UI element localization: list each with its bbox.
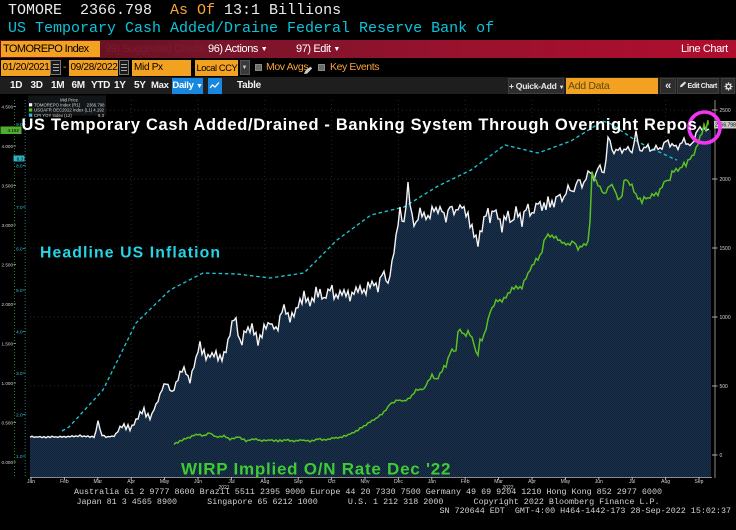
svg-text:US Temporary Cash Added/Draine: US Temporary Cash Added/Drained - Bankin… bbox=[22, 116, 698, 134]
svg-text:2366.798: 2366.798 bbox=[87, 103, 106, 108]
svg-text:5.0: 5.0 bbox=[16, 288, 23, 293]
svg-text:3.500: 3.500 bbox=[2, 183, 14, 188]
svg-text:Aug: Aug bbox=[661, 479, 670, 485]
svg-text:4.192: 4.192 bbox=[8, 128, 20, 133]
svg-text:8.0: 8.0 bbox=[16, 163, 23, 168]
svg-text:May: May bbox=[160, 479, 170, 485]
svg-text:2.0: 2.0 bbox=[16, 412, 23, 417]
svg-text:Headline US Inflation: Headline US Inflation bbox=[40, 245, 221, 262]
svg-text:Jun: Jun bbox=[194, 479, 202, 485]
svg-text:2022: 2022 bbox=[502, 485, 513, 491]
svg-text:0.000: 0.000 bbox=[2, 460, 14, 465]
svg-text:500: 500 bbox=[720, 384, 729, 390]
svg-text:May: May bbox=[561, 479, 571, 485]
svg-text:3.000: 3.000 bbox=[2, 223, 14, 228]
svg-text:Apr: Apr bbox=[528, 479, 536, 485]
svg-text:WIRP Implied O/N Rate Dec '22: WIRP Implied O/N Rate Dec '22 bbox=[181, 460, 451, 479]
svg-text:Jul: Jul bbox=[228, 479, 234, 485]
svg-text:0.500: 0.500 bbox=[2, 420, 14, 425]
svg-text:9.0: 9.0 bbox=[16, 122, 23, 127]
svg-text:2366.798: 2366.798 bbox=[715, 123, 736, 129]
svg-text:Feb: Feb bbox=[461, 479, 470, 485]
svg-text:2000: 2000 bbox=[720, 177, 731, 183]
svg-text:Aug: Aug bbox=[260, 479, 269, 485]
svg-text:1.0: 1.0 bbox=[16, 454, 23, 459]
svg-text:3.0: 3.0 bbox=[16, 371, 23, 376]
svg-text:USOAFR DEC2022 Index (L1): USOAFR DEC2022 Index (L1) bbox=[34, 108, 93, 113]
svg-text:1.000: 1.000 bbox=[2, 381, 14, 386]
svg-text:1500: 1500 bbox=[720, 246, 731, 252]
svg-text:2.000: 2.000 bbox=[2, 302, 14, 307]
svg-text:4.000: 4.000 bbox=[2, 144, 14, 149]
svg-text:2.500: 2.500 bbox=[2, 262, 14, 267]
svg-text:Mar: Mar bbox=[494, 479, 503, 485]
svg-text:Oct: Oct bbox=[328, 479, 336, 485]
svg-text:Sep: Sep bbox=[294, 479, 303, 485]
svg-text:Mar: Mar bbox=[93, 479, 102, 485]
svg-text:2500: 2500 bbox=[720, 108, 731, 114]
svg-text:Jan: Jan bbox=[27, 479, 35, 485]
svg-text:TOMOREPO Index (R1): TOMOREPO Index (R1) bbox=[34, 103, 81, 108]
svg-text:6.0: 6.0 bbox=[16, 246, 23, 251]
svg-text:8.3: 8.3 bbox=[98, 113, 105, 118]
svg-text:4.0: 4.0 bbox=[16, 329, 23, 334]
svg-text:1000: 1000 bbox=[720, 315, 731, 321]
svg-text:CPI YOY Index (L2): CPI YOY Index (L2) bbox=[34, 113, 72, 118]
svg-text:Nov: Nov bbox=[361, 479, 370, 485]
svg-text:Apr: Apr bbox=[127, 479, 135, 485]
svg-text:Sep: Sep bbox=[695, 479, 704, 485]
svg-text:4.192: 4.192 bbox=[93, 108, 104, 113]
svg-text:2021: 2021 bbox=[218, 485, 229, 491]
svg-text:Jan: Jan bbox=[428, 479, 436, 485]
svg-text:4.500: 4.500 bbox=[2, 104, 14, 109]
svg-text:7.0: 7.0 bbox=[16, 205, 23, 210]
svg-text:8.3: 8.3 bbox=[17, 156, 24, 161]
svg-text:Jun: Jun bbox=[595, 479, 603, 485]
svg-text:1.500: 1.500 bbox=[2, 341, 14, 346]
svg-text:0: 0 bbox=[720, 453, 723, 459]
svg-text:Feb: Feb bbox=[60, 479, 69, 485]
svg-text:Jul: Jul bbox=[629, 479, 635, 485]
svg-text:Mid Price: Mid Price bbox=[60, 98, 79, 103]
svg-text:Dec: Dec bbox=[394, 479, 403, 485]
